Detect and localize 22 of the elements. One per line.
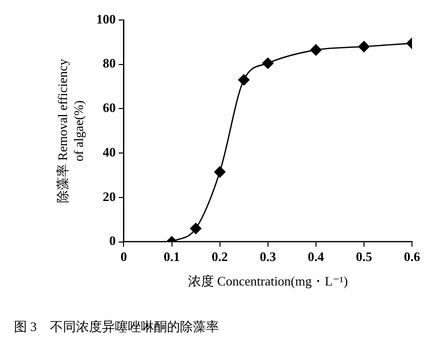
x-tick-label: 0 — [120, 248, 127, 264]
y-tick-label: 100 — [96, 11, 116, 26]
x-tick-label: 0.3 — [260, 248, 276, 264]
x-tick-label: 0.2 — [212, 248, 228, 264]
x-tick-label: 0.5 — [356, 248, 373, 264]
point — [238, 74, 250, 86]
point — [190, 222, 202, 234]
caption: 图 3 不同浓度异噻唑啉酮的除藻率 — [14, 318, 219, 336]
x-tick-label: 0.6 — [404, 248, 421, 264]
y-axis-title: 除藻率 Removal efficiency of algae(%) — [55, 58, 86, 203]
x-axis-title: 浓度 Concentration(mg・L⁻¹) — [188, 274, 348, 289]
y-tick-label: 0 — [109, 233, 116, 248]
y-tick-label: 40 — [102, 144, 116, 160]
point — [262, 58, 274, 69]
point — [310, 44, 322, 56]
y-tick-label: 60 — [102, 100, 116, 116]
y-tick-label: 80 — [102, 56, 116, 71]
x-tick-label: 0.4 — [308, 248, 325, 264]
point — [358, 40, 370, 52]
x-tick-label: 0.1 — [164, 248, 180, 264]
point — [214, 166, 226, 178]
y-tick-label: 20 — [102, 188, 116, 204]
